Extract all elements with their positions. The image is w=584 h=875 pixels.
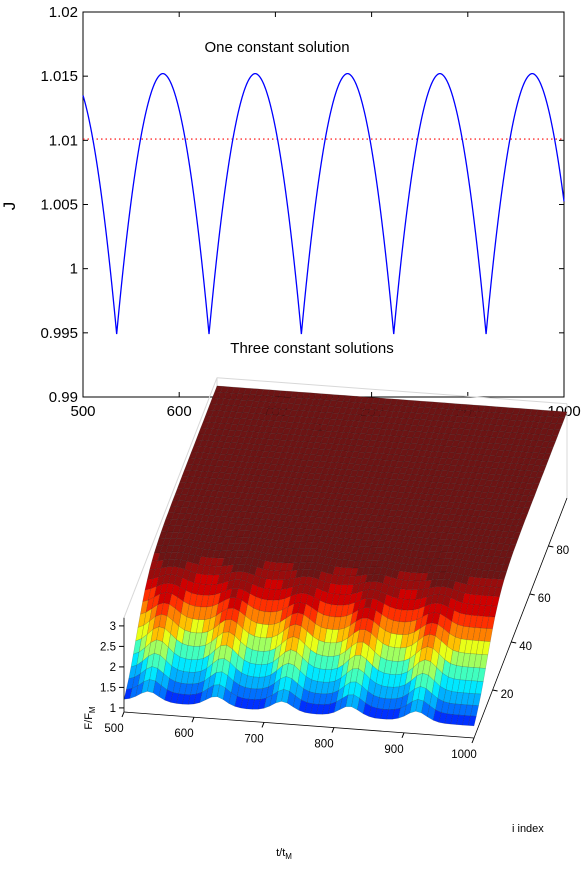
z3d-tick-label: 1.5 — [100, 682, 116, 694]
z3d-tick-label: 1 — [110, 703, 116, 715]
x3d-tick-label: 800 — [314, 739, 333, 751]
x3d-tick-mark — [121, 711, 125, 718]
x3d-tick-label: 500 — [104, 723, 123, 735]
y-tick-label: 0.995 — [40, 325, 78, 342]
y3d-tick-mark — [529, 593, 535, 596]
z3d-tick-label: 2 — [110, 662, 116, 674]
x3d-tick-label: 700 — [244, 733, 263, 745]
x3d-tick-mark — [331, 727, 335, 733]
y3d-tick-mark — [492, 689, 498, 692]
y-tick-label: 0.99 — [49, 389, 78, 406]
plot-area — [82, 72, 565, 335]
y3d-tick-label: 20 — [501, 689, 514, 701]
y3d-axis-line — [473, 497, 568, 739]
y-axis-label-3d: i index — [512, 823, 544, 835]
y3d-tick-mark — [511, 641, 517, 644]
x-tick-label: 600 — [167, 403, 192, 420]
y3d-tick-label: 80 — [556, 545, 569, 557]
box-edge — [123, 377, 218, 618]
z3d-tick-label: 3 — [110, 621, 116, 633]
annotation-three-constant: Three constant solutions — [230, 340, 393, 357]
x-axis-label-3d: t/tM — [276, 847, 292, 861]
j-oscillation-line — [82, 72, 565, 335]
line-chart-j-vs-t: 50060070080090010000.990.99511.0051.011.… — [0, 4, 581, 435]
surface — [123, 385, 568, 727]
annotation-one-constant: One constant solution — [204, 39, 349, 56]
x3d-tick-label: 600 — [174, 728, 193, 740]
y3d-tick-label: 40 — [519, 641, 532, 653]
x3d-tick-mark — [261, 722, 265, 728]
x3d-tick-label: 900 — [384, 744, 403, 756]
y-tick-label: 1.005 — [40, 197, 78, 214]
x3d-tick-mark — [471, 737, 475, 744]
surface-chart-3d: 500 600 700 800 900 1000 20 40 60 80 1 1.5 2 2.5 3 F/F… — [83, 377, 569, 861]
y-tick-label: 1.015 — [40, 68, 78, 85]
z-axis-label: F/FM — [83, 706, 97, 730]
y-axis-label: J — [0, 202, 19, 211]
axis-ticks-3d: 500 600 700 800 900 1000 20 40 60 80 1 1.5 2 2.5 3 — [100, 497, 569, 761]
y-tick-label: 1.01 — [49, 132, 78, 149]
x3d-tick-mark — [401, 732, 405, 738]
box-edge — [216, 377, 568, 405]
x-tick-label: 500 — [70, 403, 95, 420]
y-tick-label: 1.02 — [49, 4, 78, 21]
y-tick-label: 1 — [70, 261, 78, 278]
surface-patch — [468, 715, 477, 727]
z3d-tick-label: 2.5 — [100, 641, 116, 653]
x3d-axis-line — [123, 711, 475, 739]
x3d-tick-mark — [191, 717, 195, 723]
x3d-tick-label: 1000 — [451, 749, 477, 761]
y3d-tick-label: 60 — [538, 593, 551, 605]
y3d-tick-mark — [548, 545, 554, 548]
